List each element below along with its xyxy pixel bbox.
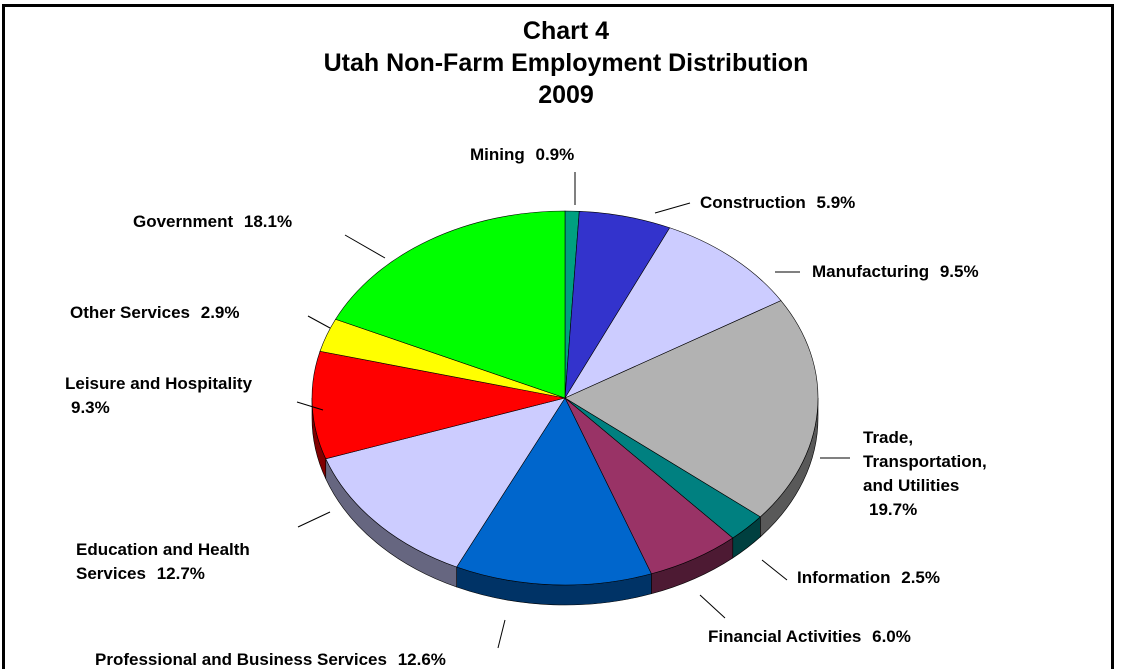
data-label: Government 18.1% [133, 210, 393, 234]
category-label: Education and Health Services [76, 540, 250, 583]
chart-subtitle: 2009 [538, 81, 594, 109]
leader-line [654, 202, 691, 214]
frame-border [2, 4, 1114, 669]
value-label: 2.5% [901, 568, 940, 587]
data-label: Information 2.5% [797, 566, 1057, 590]
leader-line [307, 315, 331, 329]
slice [325, 397, 566, 568]
value-label: 12.7% [156, 564, 205, 583]
category-label: Trade, Transportation, and Utilities [863, 428, 987, 495]
leader-line [699, 594, 726, 619]
leader-line [344, 234, 386, 259]
category-label: Information [797, 568, 891, 587]
value-label: 6.0% [872, 627, 911, 646]
slice [311, 350, 566, 460]
data-label: Mining 0.9% [470, 143, 670, 167]
value-label: 9.5% [939, 262, 979, 281]
data-label: Other Services 2.9% [70, 301, 330, 325]
value-label: 9.3% [71, 398, 110, 417]
value-label: 19.7% [869, 500, 918, 519]
leader-line [761, 559, 788, 581]
category-label: Other Services [70, 303, 191, 322]
data-label: Construction 5.9% [700, 191, 960, 215]
value-label: 12.6% [397, 650, 446, 669]
leader-line [296, 401, 324, 411]
chart-label: Chart 4 [522, 17, 610, 45]
category-label: Leisure and Hospitality [65, 374, 253, 393]
category-label: Financial Activities [708, 627, 862, 646]
value-label: 5.9% [816, 193, 856, 212]
slice [335, 210, 566, 399]
value-label: 0.9% [535, 145, 575, 164]
category-label: Construction [700, 193, 806, 212]
data-label: Manufacturing 9.5% [812, 260, 1072, 284]
leader-line [297, 511, 331, 528]
slice [564, 300, 819, 518]
data-label: Leisure and Hospitality 9.3% [65, 372, 260, 420]
category-label: Government [133, 212, 234, 231]
category-label: Mining [470, 145, 525, 164]
data-label: Professional and Business Services 12.6% [95, 648, 515, 669]
chart-title: Utah Non-Farm Employment Distribution [323, 49, 809, 77]
value-label: 2.9% [200, 303, 240, 322]
data-label: Financial Activities 6.0% [708, 625, 1008, 649]
category-label: Professional and Business Services [95, 650, 387, 669]
category-label: Manufacturing [812, 262, 930, 281]
data-label: Education and Health Services 12.7% [76, 538, 311, 586]
leader-line [497, 619, 506, 649]
slice [564, 227, 782, 399]
data-label: Trade, Transportation, and Utilities 19.… [863, 426, 1013, 522]
slice [456, 397, 652, 586]
value-label: 18.1% [243, 212, 293, 231]
